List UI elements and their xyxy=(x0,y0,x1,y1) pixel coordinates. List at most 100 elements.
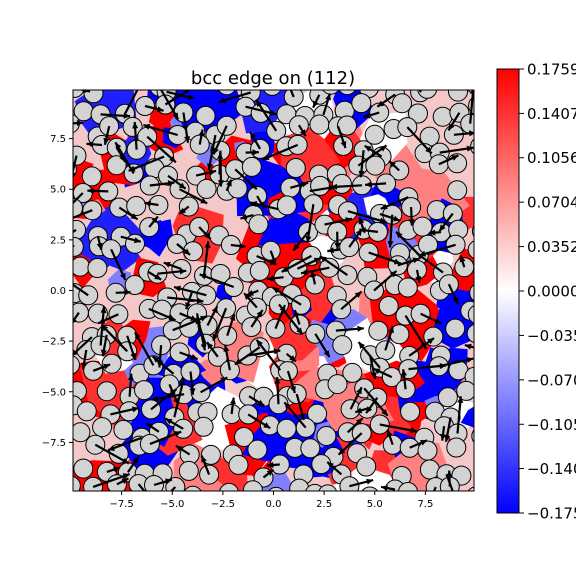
vector-arrowhead xyxy=(217,180,224,187)
atom-marker xyxy=(445,318,466,339)
colorbar-tick-label: 0.0352 xyxy=(527,238,576,256)
vector-arrowhead xyxy=(427,338,434,345)
vector-arrowhead xyxy=(284,402,291,409)
vector-arrowhead xyxy=(156,106,164,113)
vector-arrowhead xyxy=(178,182,186,189)
vector-arrow xyxy=(419,90,422,93)
vector-arrowhead xyxy=(59,218,66,224)
vector-arrowhead xyxy=(459,255,466,263)
vector-arrowhead xyxy=(169,389,177,396)
colorbar-tick-label: 0.1407 xyxy=(527,105,576,123)
plot-area xyxy=(59,55,496,526)
atom-marker xyxy=(92,417,113,438)
x-tick-label: −5.0 xyxy=(160,499,184,510)
atom-marker xyxy=(408,103,428,124)
vector-arrowhead xyxy=(380,203,388,210)
atom-marker xyxy=(263,90,282,96)
colorbar-tick-label: 0.0000 xyxy=(527,283,576,301)
y-tick-label: −2.5 xyxy=(42,337,66,348)
atom-marker xyxy=(316,426,337,446)
atom-marker xyxy=(183,241,204,262)
vector-arrowhead xyxy=(226,179,232,187)
vector-arrowhead xyxy=(440,433,446,441)
vector-arrowhead xyxy=(377,100,385,107)
vector-arrow xyxy=(128,155,165,172)
atom-marker xyxy=(124,275,145,295)
atom-marker xyxy=(210,264,231,284)
vector-arrow xyxy=(478,96,496,106)
atom-marker xyxy=(467,486,474,491)
atom-marker xyxy=(73,355,80,375)
vector-arrowhead xyxy=(121,457,129,464)
vector-arrowhead xyxy=(373,368,381,375)
atom-marker xyxy=(417,90,438,99)
vector-arrowhead xyxy=(108,445,115,451)
y-tick-label: 5.0 xyxy=(50,185,66,196)
colorbar-tick-label: 0.1759 xyxy=(527,61,576,79)
vector-arrowhead xyxy=(483,360,490,367)
atom-marker xyxy=(228,454,249,475)
atom-marker xyxy=(195,105,216,126)
vector-arrowhead xyxy=(393,215,400,222)
atom-marker xyxy=(241,156,262,177)
vector-arrowhead xyxy=(334,242,341,249)
atom-marker xyxy=(73,458,94,479)
vector-arrowhead xyxy=(464,343,472,350)
vector-arrow xyxy=(347,210,387,224)
atom-marker xyxy=(466,323,474,344)
vector-arrowhead xyxy=(133,237,141,244)
vector-arrowhead xyxy=(428,229,436,236)
atom-marker xyxy=(471,224,474,238)
atom-marker xyxy=(337,115,357,136)
vector-arrowhead xyxy=(301,269,308,276)
vector-arrowhead xyxy=(100,349,107,357)
vector-arrowhead xyxy=(345,217,352,223)
atom-marker xyxy=(333,135,354,156)
vector-arrowhead xyxy=(168,314,176,321)
vector-arrowhead xyxy=(397,492,404,498)
atom-marker xyxy=(106,155,127,176)
atom-marker xyxy=(96,381,117,402)
atom-marker xyxy=(218,90,236,96)
vector-arrowhead xyxy=(381,485,388,491)
vector-arrowhead xyxy=(185,302,191,310)
colorbar-tick-label: −0.140 xyxy=(527,460,576,478)
atom-marker xyxy=(339,476,360,491)
atom-marker xyxy=(73,422,91,443)
atom-marker xyxy=(178,460,199,481)
vector-arrowhead xyxy=(204,241,211,249)
atom-marker xyxy=(471,429,474,443)
vector-arrowhead xyxy=(195,317,202,325)
vector-arrowhead xyxy=(357,325,364,332)
atom-marker xyxy=(144,475,164,491)
vector-arrowhead xyxy=(446,470,453,477)
vector-arrowhead xyxy=(234,358,242,365)
vector-arrowhead xyxy=(489,96,496,102)
vector-arrowhead xyxy=(319,256,327,263)
vector-arrowhead xyxy=(124,289,131,296)
vector-arrow xyxy=(134,331,155,366)
vector-arrowhead xyxy=(96,242,103,250)
vector-arrow xyxy=(418,243,456,257)
vector-arrow xyxy=(473,375,474,377)
atom-marker xyxy=(419,459,440,480)
vector-arrowhead xyxy=(81,362,87,370)
vector-arrowhead xyxy=(383,519,389,526)
atom-marker xyxy=(73,198,83,219)
vector-arrow xyxy=(94,443,130,465)
vector-arrowhead xyxy=(488,55,494,62)
vector-arrowhead xyxy=(229,397,236,405)
vector-arrowhead xyxy=(263,422,271,429)
vector-arrowhead xyxy=(289,355,296,362)
atom-marker xyxy=(73,236,84,257)
vector-arrowhead xyxy=(211,306,218,314)
vector-arrowhead xyxy=(266,469,274,476)
vector-arrowhead xyxy=(135,332,141,340)
vector-arrowhead xyxy=(389,270,397,278)
vector-arrowhead xyxy=(262,154,270,160)
atom-marker xyxy=(327,374,348,395)
y-tick-label: 2.5 xyxy=(50,235,66,246)
colorbar-tick-label: 0.1056 xyxy=(527,149,576,167)
vector-arrowhead xyxy=(363,112,371,119)
vector-arrowhead xyxy=(184,136,191,143)
